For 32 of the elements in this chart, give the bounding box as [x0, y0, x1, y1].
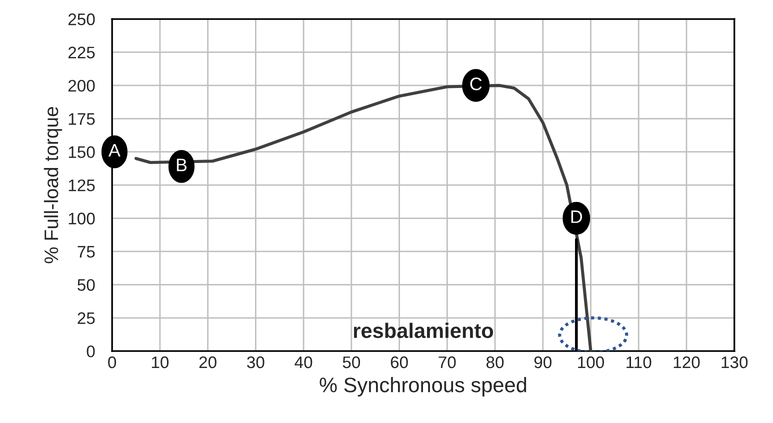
annotation: B: [176, 158, 187, 172]
x-tick-label: 30: [247, 356, 264, 368]
x-tick-label: 80: [486, 356, 504, 368]
y-tick-label: 0: [86, 345, 95, 358]
y-tick-label: 25: [78, 312, 95, 324]
y-axis-title: % Full-load torque: [44, 107, 62, 264]
x-tick-label: 40: [294, 356, 312, 368]
y-tick-label: 125: [68, 179, 95, 192]
x-tick-label: 20: [199, 356, 216, 368]
annotation: C: [470, 78, 482, 90]
x-axis-title: % Synchronous speed: [320, 377, 526, 396]
x-tick-label: 60: [390, 356, 408, 368]
y-tick-label: 175: [68, 113, 95, 125]
x-tick-label: 50: [342, 356, 360, 368]
annotation: A: [108, 144, 120, 157]
y-tick-label: 75: [78, 246, 95, 258]
x-tick-label: 10: [152, 356, 169, 368]
x-tick-label: 100: [578, 356, 604, 368]
y-tick-label: 250: [68, 13, 95, 26]
y-tick-label: 50: [78, 279, 95, 291]
x-tick-label: 120: [674, 356, 700, 368]
x-tick-label: 130: [722, 356, 748, 368]
y-tick-label: 225: [68, 46, 95, 58]
annotation: D: [571, 210, 582, 223]
annotation: resbalamiento: [354, 322, 494, 338]
y-tick-label: 100: [68, 212, 95, 224]
x-tick-label: 110: [626, 356, 652, 368]
x-tick-label: 0: [108, 356, 116, 368]
x-tick-label: 90: [534, 356, 552, 368]
x-tick-label: 70: [438, 356, 456, 368]
y-tick-label: 200: [68, 80, 95, 92]
y-tick-label: 150: [68, 146, 95, 158]
